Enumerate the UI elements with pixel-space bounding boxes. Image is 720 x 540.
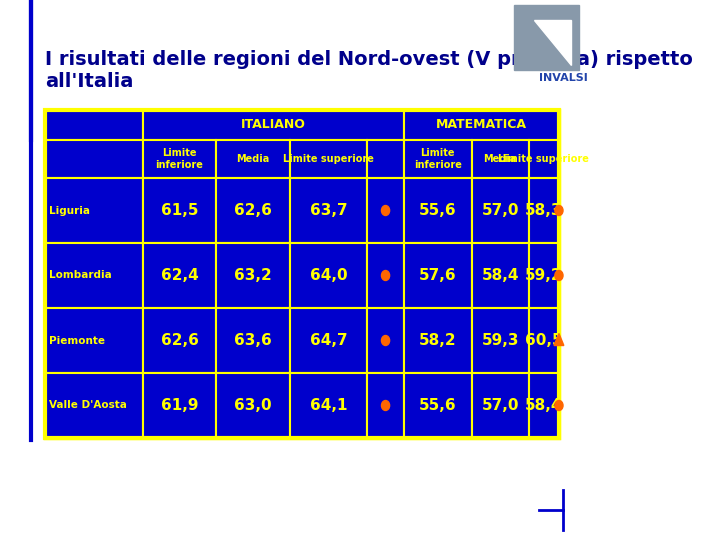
Circle shape	[382, 271, 390, 280]
Text: 62,6: 62,6	[234, 203, 272, 218]
Bar	[528, 373, 559, 438]
Bar	[45, 308, 143, 373]
Bar	[528, 178, 559, 243]
Text: 58,3: 58,3	[525, 203, 562, 218]
Bar	[143, 373, 216, 438]
Text: 58,4: 58,4	[482, 268, 519, 283]
Bar	[289, 308, 367, 373]
Bar	[216, 140, 289, 178]
Text: Limite
inferiore: Limite inferiore	[156, 148, 204, 170]
Bar	[404, 178, 472, 243]
Bar	[404, 243, 472, 308]
Text: Limite superiore: Limite superiore	[498, 154, 589, 164]
Bar	[289, 243, 367, 308]
Text: Liguria: Liguria	[49, 206, 90, 215]
Bar	[45, 110, 559, 438]
Bar	[472, 178, 528, 243]
Bar	[45, 243, 143, 308]
Bar	[45, 140, 143, 178]
Bar	[45, 110, 143, 140]
Circle shape	[555, 206, 563, 215]
Text: 64,1: 64,1	[310, 398, 347, 413]
Text: INVALSI: INVALSI	[539, 73, 588, 83]
Bar	[514, 5, 580, 70]
Text: 57,6: 57,6	[419, 268, 456, 283]
Text: 64,0: 64,0	[310, 268, 347, 283]
Bar	[404, 110, 559, 140]
Bar	[143, 110, 404, 140]
Text: 63,2: 63,2	[234, 268, 272, 283]
Circle shape	[382, 401, 390, 410]
Text: 59,3: 59,3	[482, 333, 519, 348]
Bar	[216, 373, 289, 438]
Bar	[528, 308, 559, 373]
Text: I risultati delle regioni del Nord-ovest (V primaria) rispetto
all'Italia: I risultati delle regioni del Nord-ovest…	[45, 50, 693, 91]
Bar	[367, 243, 404, 308]
Bar	[143, 308, 216, 373]
Text: 57,0: 57,0	[482, 398, 519, 413]
Circle shape	[555, 271, 563, 280]
Text: Media: Media	[236, 154, 269, 164]
Bar	[404, 373, 472, 438]
Text: Limite
inferiore: Limite inferiore	[414, 148, 462, 170]
Bar	[289, 373, 367, 438]
Bar	[472, 308, 528, 373]
Polygon shape	[554, 334, 564, 346]
Text: 64,7: 64,7	[310, 333, 347, 348]
Text: 55,6: 55,6	[419, 398, 456, 413]
Text: Valle D'Aosta: Valle D'Aosta	[49, 401, 127, 410]
Bar	[367, 308, 404, 373]
Bar	[367, 140, 404, 178]
Bar	[45, 178, 143, 243]
Text: 59,2: 59,2	[525, 268, 562, 283]
Text: Piemonte: Piemonte	[49, 335, 105, 346]
Text: 63,7: 63,7	[310, 203, 347, 218]
Text: Limite superiore: Limite superiore	[283, 154, 374, 164]
Text: 61,5: 61,5	[161, 203, 198, 218]
Bar	[216, 308, 289, 373]
Bar	[404, 140, 472, 178]
Bar	[528, 243, 559, 308]
Bar	[143, 243, 216, 308]
Bar	[528, 140, 559, 178]
Bar	[143, 140, 216, 178]
Text: 58,2: 58,2	[419, 333, 456, 348]
Text: 55,6: 55,6	[419, 203, 456, 218]
Bar	[45, 373, 143, 438]
Bar	[216, 243, 289, 308]
Bar	[216, 178, 289, 243]
Text: 57,0: 57,0	[482, 203, 519, 218]
Bar	[472, 373, 528, 438]
Bar	[472, 243, 528, 308]
Text: 60,5: 60,5	[525, 333, 562, 348]
Bar	[143, 178, 216, 243]
Text: 62,6: 62,6	[161, 333, 199, 348]
Text: 58,4: 58,4	[525, 398, 562, 413]
Bar	[367, 178, 404, 243]
Text: 63,0: 63,0	[234, 398, 271, 413]
Circle shape	[382, 206, 390, 215]
Bar	[289, 178, 367, 243]
Bar	[472, 140, 528, 178]
Text: 62,4: 62,4	[161, 268, 199, 283]
Text: Lombardia: Lombardia	[49, 271, 112, 280]
Polygon shape	[534, 20, 571, 65]
Text: 61,9: 61,9	[161, 398, 198, 413]
Text: ITALIANO: ITALIANO	[241, 118, 306, 132]
Text: 63,6: 63,6	[234, 333, 272, 348]
Bar	[289, 140, 367, 178]
Bar	[45, 110, 559, 438]
Bar	[404, 308, 472, 373]
Circle shape	[555, 401, 563, 410]
Circle shape	[382, 335, 390, 346]
Text: MATEMATICA: MATEMATICA	[436, 118, 527, 132]
Bar	[367, 373, 404, 438]
Text: Media: Media	[484, 154, 517, 164]
